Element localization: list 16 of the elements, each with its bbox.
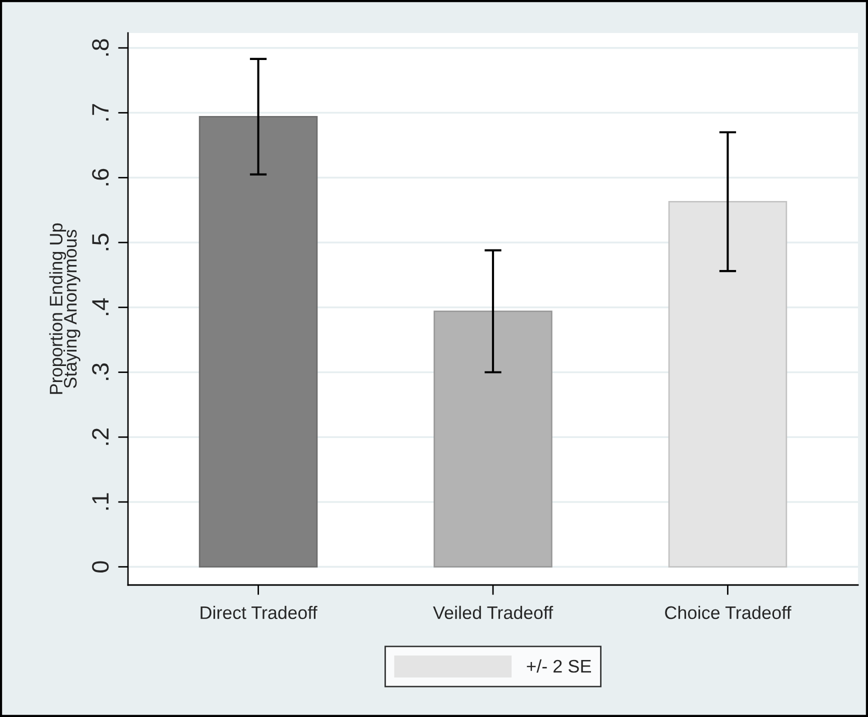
y-tick-label: .8 [92, 39, 109, 56]
x-tick-label: Direct Tradeoff [200, 606, 318, 620]
text: +/- 2 SE [526, 659, 591, 673]
x-tick-label: Choice Tradeoff [665, 606, 792, 620]
y-tick-label: 0 [92, 561, 109, 572]
y-tick-label: .3 [92, 363, 109, 380]
y-tick-label: .1 [92, 493, 109, 510]
y-tick-label: .5 [92, 234, 109, 250]
x-tick-label: Veiled Tradeoff [433, 606, 554, 620]
bar [434, 310, 552, 568]
bar [198, 116, 318, 568]
y-tick-label: .4 [92, 298, 109, 316]
y-tick-label: .2 [92, 428, 109, 445]
y-tick-label: .7 [92, 104, 109, 120]
y-axis-title: Proportion Ending Up Staying Anonymous [49, 223, 80, 394]
y-tick-label: .6 [92, 168, 109, 186]
